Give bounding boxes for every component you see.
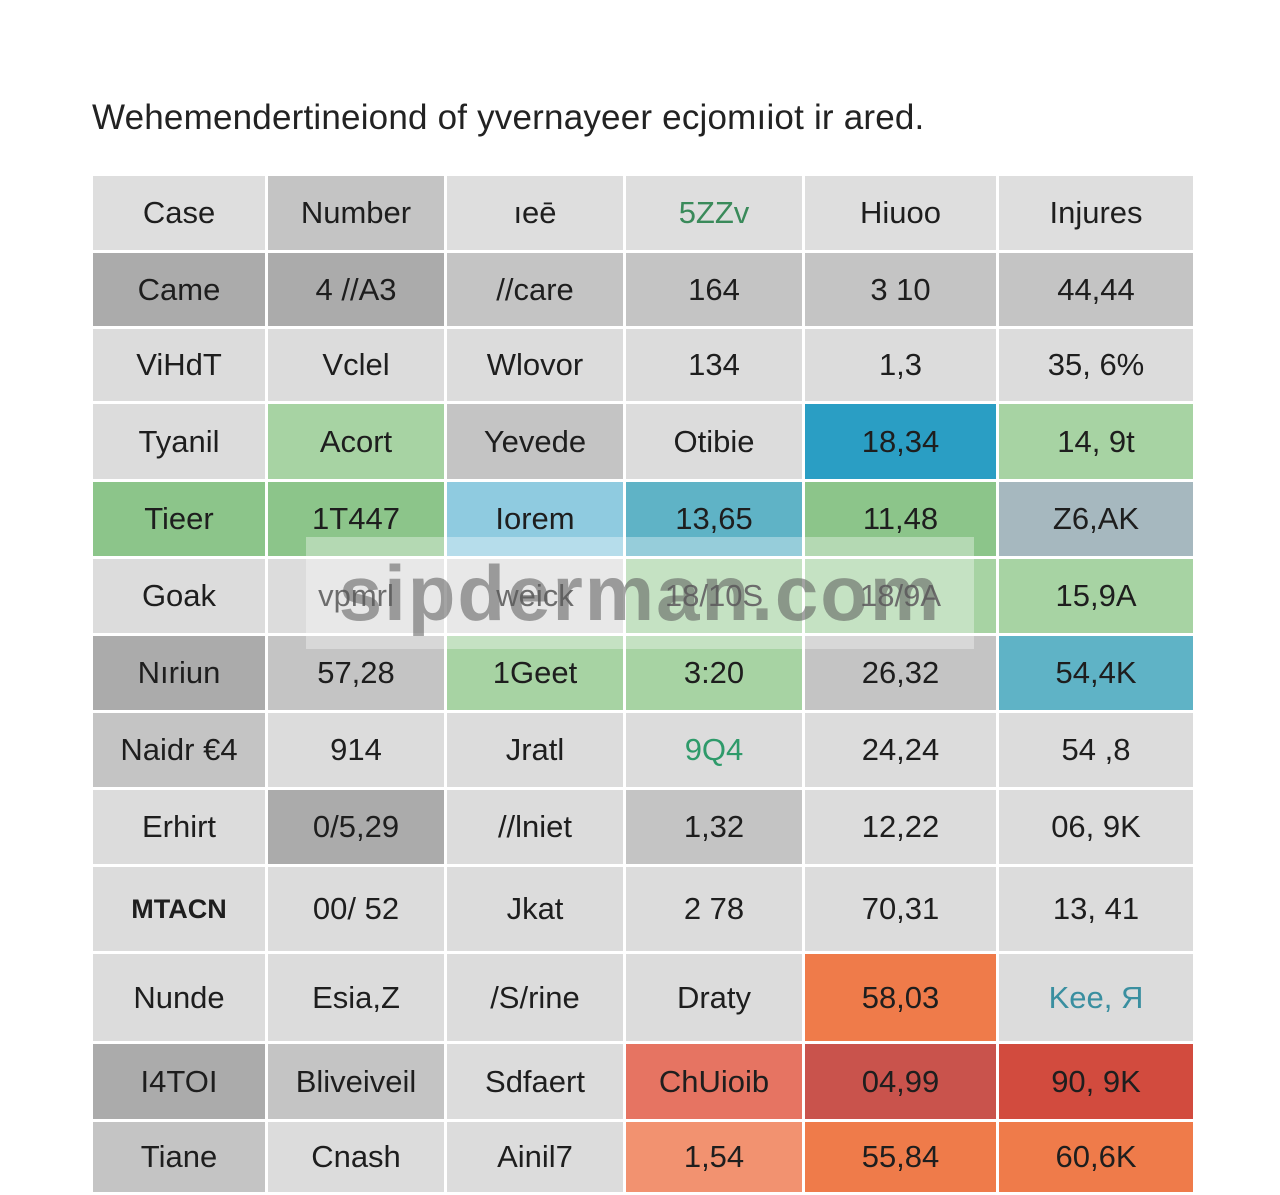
table-header-row: Case Number ıeē 5ZZv Hiuoo Injures bbox=[93, 176, 1193, 250]
table-cell: /S/rine bbox=[447, 954, 623, 1041]
table-cell: Goak bbox=[93, 559, 265, 633]
table-cell: Otibie bbox=[626, 404, 802, 479]
table-cell: 1T447 bbox=[268, 482, 444, 556]
table-cell: 2 78 bbox=[626, 867, 802, 951]
table-cell: //lniet bbox=[447, 790, 623, 864]
table-cell: Bliveiveil bbox=[268, 1044, 444, 1119]
table-cell: 04,99 bbox=[805, 1044, 996, 1119]
table-cell: 70,31 bbox=[805, 867, 996, 951]
column-header: Injures bbox=[999, 176, 1193, 250]
table-cell: 18/10S bbox=[626, 559, 802, 633]
table-row: Tyanil Acort Yevede Otibie 18,34 14, 9t bbox=[93, 404, 1193, 479]
table-cell: 90, 9K bbox=[999, 1044, 1193, 1119]
table-cell: vpmrl bbox=[268, 559, 444, 633]
column-header: 5ZZv bbox=[626, 176, 802, 250]
table-cell: Jkat bbox=[447, 867, 623, 951]
table-cell: 44,44 bbox=[999, 253, 1193, 326]
table-cell: Iorem bbox=[447, 482, 623, 556]
table-row: Tieer 1T447 Iorem 13,65 11,48 Z6,AK bbox=[93, 482, 1193, 556]
table-cell: Z6,AK bbox=[999, 482, 1193, 556]
table-cell: 12,22 bbox=[805, 790, 996, 864]
table-cell: 914 bbox=[268, 713, 444, 787]
table-cell: 35, 6% bbox=[999, 329, 1193, 401]
table-cell: I4TOI bbox=[93, 1044, 265, 1119]
table-cell: 1Geet bbox=[447, 636, 623, 710]
column-header: Case bbox=[93, 176, 265, 250]
column-header: Number bbox=[268, 176, 444, 250]
table-cell: Tieer bbox=[93, 482, 265, 556]
table-cell: 13,65 bbox=[626, 482, 802, 556]
table-row: Naidr €4 914 Jratl 9Q4 24,24 54 ,8 bbox=[93, 713, 1193, 787]
table-cell: Draty bbox=[626, 954, 802, 1041]
table-cell: 60,6K bbox=[999, 1122, 1193, 1192]
table-cell: weick bbox=[447, 559, 623, 633]
table-cell: 134 bbox=[626, 329, 802, 401]
table-cell: 9Q4 bbox=[626, 713, 802, 787]
table-row: Erhirt 0/5,29 //lniet 1,32 12,22 06, 9K bbox=[93, 790, 1193, 864]
data-table: Case Number ıeē 5ZZv Hiuoo Injures Came … bbox=[90, 173, 1196, 1195]
table-row: Goak vpmrl weick 18/10S 18/9A 15,9A bbox=[93, 559, 1193, 633]
table-row: Nıriun 57,28 1Geet 3:20 26,32 54,4K bbox=[93, 636, 1193, 710]
table-cell: 1,32 bbox=[626, 790, 802, 864]
table-cell: Naidr €4 bbox=[93, 713, 265, 787]
table-cell: 1,3 bbox=[805, 329, 996, 401]
table-cell: 13, 41 bbox=[999, 867, 1193, 951]
table-cell: MTACN bbox=[93, 867, 265, 951]
table-cell: Tyanil bbox=[93, 404, 265, 479]
table-cell: Kee, Я bbox=[999, 954, 1193, 1041]
table-cell: 14, 9t bbox=[999, 404, 1193, 479]
table-cell: 15,9A bbox=[999, 559, 1193, 633]
page-title: Wehemendertineiond of yvernayeer ecjomıi… bbox=[92, 98, 925, 137]
table-cell: 3 10 bbox=[805, 253, 996, 326]
table-cell: 164 bbox=[626, 253, 802, 326]
table-row: ViHdT Vclel Wlovor 134 1,3 35, 6% bbox=[93, 329, 1193, 401]
table-cell: 58,03 bbox=[805, 954, 996, 1041]
table-cell: Yevede bbox=[447, 404, 623, 479]
table-cell: 18/9A bbox=[805, 559, 996, 633]
table-row: I4TOI Bliveiveil Sdfaert ChUioib 04,99 9… bbox=[93, 1044, 1193, 1119]
table-cell: Sdfaert bbox=[447, 1044, 623, 1119]
table-cell: 00/ 52 bbox=[268, 867, 444, 951]
table-cell: Wlovor bbox=[447, 329, 623, 401]
table-cell: Nıriun bbox=[93, 636, 265, 710]
table-cell: Cnash bbox=[268, 1122, 444, 1192]
table-cell: 06, 9K bbox=[999, 790, 1193, 864]
table-cell: Acort bbox=[268, 404, 444, 479]
table-cell: 26,32 bbox=[805, 636, 996, 710]
table-row: Nunde Esia,Z /S/rine Draty 58,03 Kee, Я bbox=[93, 954, 1193, 1041]
table-cell: Tiane bbox=[93, 1122, 265, 1192]
table-cell: 0/5,29 bbox=[268, 790, 444, 864]
table-cell: Jratl bbox=[447, 713, 623, 787]
table-cell: 57,28 bbox=[268, 636, 444, 710]
table-cell: Nunde bbox=[93, 954, 265, 1041]
table-cell: 24,24 bbox=[805, 713, 996, 787]
column-header: Hiuoo bbox=[805, 176, 996, 250]
table-cell: 55,84 bbox=[805, 1122, 996, 1192]
table-cell: 11,48 bbox=[805, 482, 996, 556]
table-cell: Erhirt bbox=[93, 790, 265, 864]
table-cell: Vclel bbox=[268, 329, 444, 401]
table-cell: Esia,Z bbox=[268, 954, 444, 1041]
table-cell: ViHdT bbox=[93, 329, 265, 401]
table-cell: 3:20 bbox=[626, 636, 802, 710]
table-cell: Ainil7 bbox=[447, 1122, 623, 1192]
table-cell: 4 //A3 bbox=[268, 253, 444, 326]
table-row: Tiane Cnash Ainil7 1,54 55,84 60,6K bbox=[93, 1122, 1193, 1192]
table-cell: 1,54 bbox=[626, 1122, 802, 1192]
table-cell: 54,4K bbox=[999, 636, 1193, 710]
table-cell: Came bbox=[93, 253, 265, 326]
table-row: Came 4 //A3 //care 164 3 10 44,44 bbox=[93, 253, 1193, 326]
table-cell: 18,34 bbox=[805, 404, 996, 479]
table-cell: //care bbox=[447, 253, 623, 326]
table-cell: ChUioib bbox=[626, 1044, 802, 1119]
table-row: MTACN 00/ 52 Jkat 2 78 70,31 13, 41 bbox=[93, 867, 1193, 951]
column-header: ıeē bbox=[447, 176, 623, 250]
table-cell: 54 ,8 bbox=[999, 713, 1193, 787]
